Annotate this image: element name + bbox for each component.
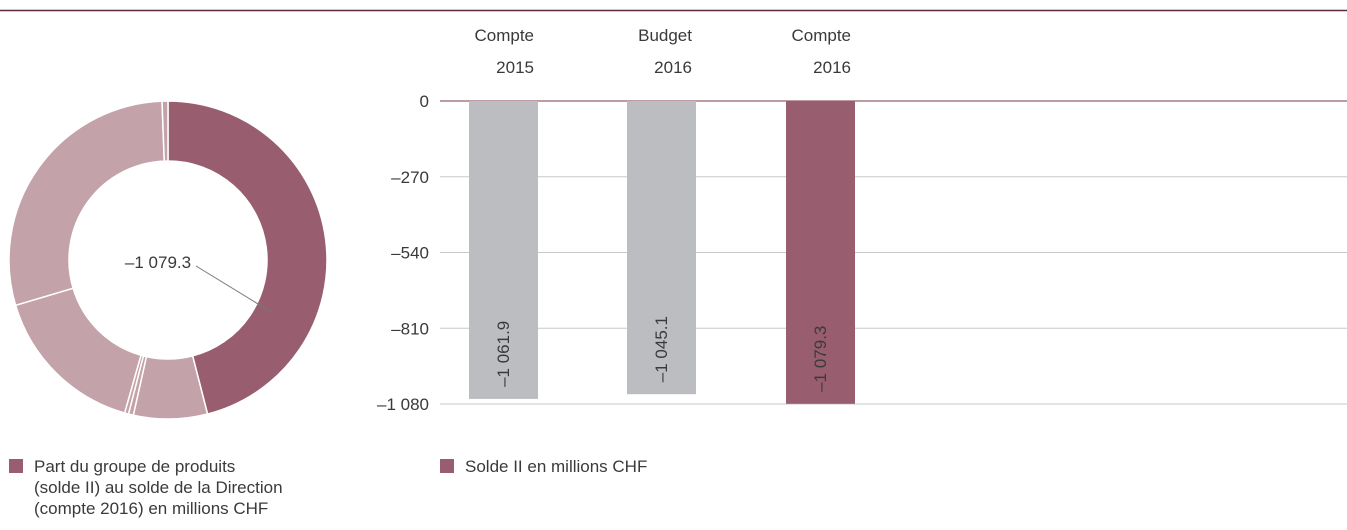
donut-legend: Part du groupe de produits (solde II) au…: [9, 456, 349, 526]
y-tick-label: –270: [391, 168, 429, 187]
bar-value-label: –1 045.1: [652, 316, 671, 382]
bar-legend-swatch: [440, 459, 454, 473]
donut-center-label: –1 079.3: [125, 253, 191, 272]
y-tick-label: –540: [391, 244, 429, 263]
y-tick-label: 0: [420, 92, 429, 111]
donut-legend-label: Part du groupe de produits (solde II) au…: [34, 457, 283, 518]
bar-legend: Solde II en millions CHF: [440, 456, 840, 480]
y-tick-label: –810: [391, 319, 429, 338]
y-tick-label: –1 080: [377, 395, 429, 414]
donut-slice: [14, 287, 142, 414]
x-category-label: Budget: [638, 26, 692, 45]
x-category-label: Compte: [474, 26, 534, 45]
donut-slice: [8, 100, 166, 307]
x-category-label: 2016: [813, 58, 851, 77]
bar: [469, 101, 538, 399]
donut-slice: [167, 100, 328, 415]
bar: [627, 101, 696, 395]
donut-slice: [161, 100, 169, 162]
bar-legend-label: Solde II en millions CHF: [465, 457, 648, 476]
x-category-label: 2016: [654, 58, 692, 77]
bar-value-label: –1 079.3: [811, 326, 830, 392]
donut-leader-line: [195, 265, 273, 314]
donut-legend-swatch: [9, 459, 23, 473]
bar: [786, 101, 855, 404]
x-category-label: Compte: [791, 26, 851, 45]
x-category-label: 2015: [496, 58, 534, 77]
bar-value-label: –1 061.9: [494, 321, 513, 387]
